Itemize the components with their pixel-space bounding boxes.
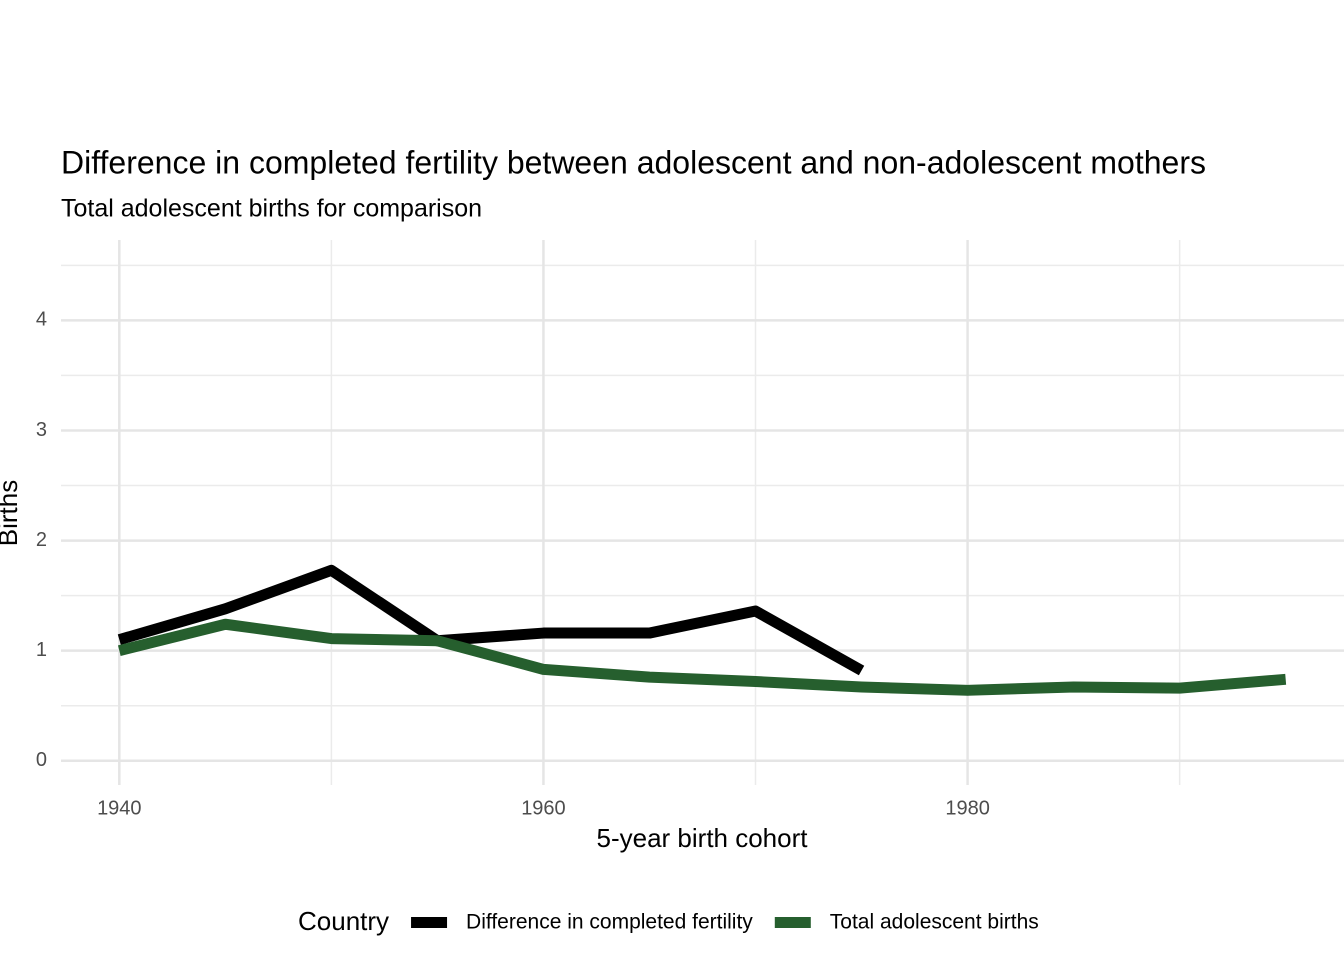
x-tick-label: 1960 [521, 797, 566, 819]
legend-key [411, 917, 448, 928]
y-tick-label: 2 [36, 529, 47, 551]
legend-label: Total adolescent births [830, 911, 1039, 934]
chart-subtitle: Total adolescent births for comparison [61, 195, 482, 223]
y-axis-title: Births [0, 480, 23, 546]
y-tick-label: 1 [36, 639, 47, 661]
y-tick-label: 4 [36, 309, 47, 331]
x-tick-label: 1980 [945, 797, 990, 819]
legend-label: Difference in completed fertility [466, 911, 753, 934]
series-line [117, 618, 1287, 696]
chart-title: Difference in completed fertility betwee… [61, 144, 1206, 180]
y-tick-label: 0 [36, 749, 47, 771]
x-axis-title: 5-year birth cohort [597, 823, 809, 853]
x-tick-label: 1940 [97, 797, 142, 819]
series-line [117, 564, 865, 676]
legend-title: Country [298, 906, 389, 936]
legend-key [774, 917, 811, 928]
y-tick-label: 3 [36, 419, 47, 441]
